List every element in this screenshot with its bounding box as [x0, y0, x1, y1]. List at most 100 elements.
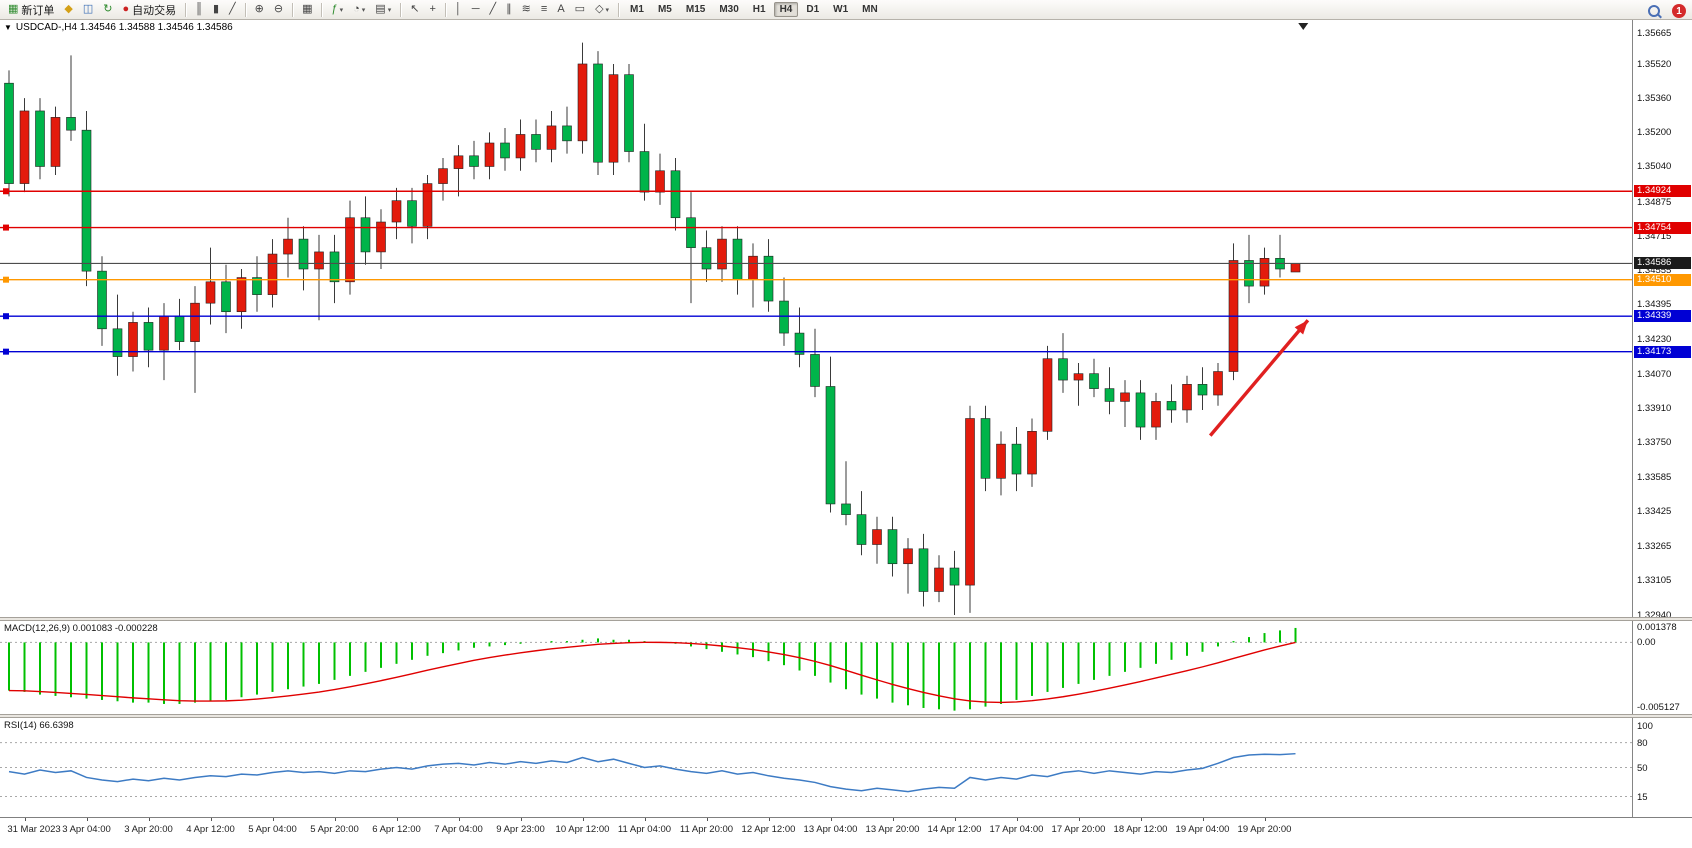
vertical-line-button[interactable]: │ — [451, 1, 466, 19]
time-axis-tick — [520, 818, 522, 821]
candle-body — [422, 183, 433, 227]
shapes-button[interactable]: ◇ ▾ — [591, 1, 613, 19]
macd-panel[interactable]: MACD(12,26,9) 0.001083 -0.000228 — [0, 621, 1632, 714]
tile-windows-button[interactable]: ▦ — [298, 1, 316, 19]
axis-tick-label: -0.005127 — [1637, 702, 1680, 713]
trendline-button[interactable]: ╱ — [486, 1, 501, 19]
toolbar-separator — [618, 2, 620, 17]
rsi-panel[interactable]: RSI(14) 66.6398 — [0, 718, 1632, 817]
candle-body — [81, 129, 92, 272]
text-label-button[interactable]: ▭ — [571, 1, 589, 19]
candle-body — [329, 251, 340, 283]
candle-body — [841, 503, 851, 515]
equidistant-channel-button[interactable]: ∥ — [502, 1, 516, 19]
periods-button[interactable]: ◔ ▾ — [349, 1, 369, 19]
mql5-market-button[interactable]: ◆ — [60, 1, 76, 19]
search-button[interactable] — [1644, 2, 1664, 20]
axis-tick-label: 80 — [1637, 737, 1648, 749]
fibonacci-button[interactable]: ≋ — [518, 1, 535, 19]
timeframe-w1-button[interactable]: W1 — [833, 4, 849, 15]
axis-tick-label: 1.33910 — [1637, 402, 1672, 414]
line-chart-icon: ╱ — [229, 3, 236, 15]
indicators-button[interactable]: ƒ ▾ — [327, 1, 347, 19]
candle-body — [190, 302, 200, 342]
templates-button[interactable]: ▤ ▾ — [371, 1, 395, 19]
axis-tick-label: 1.34070 — [1637, 368, 1672, 380]
candle-body — [980, 418, 991, 479]
candle-body — [624, 74, 634, 152]
notification-badge[interactable]: 1 — [1672, 4, 1686, 18]
candle-body — [500, 142, 510, 159]
text-button[interactable]: A — [553, 1, 568, 19]
refresh-button[interactable]: ↻ — [99, 1, 116, 19]
hline-handle — [3, 188, 9, 195]
axis-tick-label: 1.35200 — [1637, 127, 1672, 139]
vertical-line-icon: │ — [454, 3, 462, 15]
line-chart-button[interactable]: ╱ — [225, 1, 240, 19]
axis-tick-label: 0.00 — [1637, 637, 1656, 649]
price-chart[interactable]: ▼ USDCAD-,H4 1.34546 1.34588 1.34546 1.3… — [0, 20, 1632, 617]
toolbar-separator — [444, 2, 446, 17]
chart-shift-marker-icon[interactable] — [1298, 23, 1309, 30]
candle-body — [283, 238, 293, 255]
candle-body — [221, 281, 231, 313]
candle-body — [794, 332, 805, 355]
macd-axis[interactable]: 0.001378 0.00 -0.005127 — [1632, 621, 1692, 714]
timeframe-h4-button[interactable]: H4 — [773, 2, 799, 17]
auto-trading-button[interactable]: ● 自动交易 — [119, 1, 181, 19]
zoom-in-button[interactable]: ⊕ — [251, 1, 268, 19]
bar-chart-button[interactable]: ║ — [191, 1, 207, 19]
time-axis-tick — [334, 818, 336, 821]
axis-tick-label: 1.33265 — [1637, 540, 1672, 552]
candle-body — [1089, 373, 1099, 389]
price-axis[interactable]: 1.35665 1.35520 1.35360 1.35200 1.35040 1.348… — [1632, 20, 1692, 621]
timeframe-h1-button[interactable]: H1 — [752, 4, 766, 15]
candle-body — [903, 548, 913, 565]
cursor-button[interactable]: ↖ — [406, 1, 423, 19]
axis-tick-label: 50 — [1637, 762, 1648, 774]
toolbar-right: 1 — [1643, 2, 1686, 20]
rsi-axis[interactable]: 100 80 50 15 — [1632, 718, 1692, 817]
horizontal-line-button[interactable]: ─ — [468, 1, 484, 19]
toolbar-items: ▦ 新订单 ◆ ◫ ↻ ● 自动交易 ║ ▮ ╱ ⊕ ⊖ ▦ ƒ ▾ ◔ ▾ ▤ ▾ ↖ + │ ─ ╱ ∥ ≋ ≡ A ▭ ◇ ▾ — [3, 0, 623, 19]
timeframe-m1-button[interactable]: M1 — [630, 4, 644, 15]
candle-body — [376, 221, 386, 253]
hline-handle — [3, 276, 9, 283]
candle-body — [314, 251, 324, 270]
candle-body — [236, 277, 247, 313]
time-axis-label: 6 Apr 12:00 — [372, 824, 421, 835]
candle-body — [872, 529, 882, 545]
grid-button[interactable]: ≡ — [537, 1, 551, 19]
time-axis-label: 9 Apr 23:00 — [496, 824, 545, 835]
candle-body — [1259, 258, 1270, 287]
time-axis-tick — [1264, 818, 1266, 821]
time-axis[interactable]: 31 Mar 2023 3 Apr 04:00 3 Apr 20:00 4 Apr 1… — [0, 817, 1692, 848]
timeframe-m5-button[interactable]: M5 — [657, 4, 672, 15]
zoom-out-button[interactable]: ⊖ — [270, 1, 287, 19]
time-axis-tick — [272, 818, 274, 821]
candle-body — [35, 110, 45, 167]
hline-handle — [3, 224, 9, 231]
time-axis-label: 19 Apr 20:00 — [1237, 824, 1292, 835]
cursor-icon: ↖ — [410, 3, 420, 15]
price-level-tag: 1.34510 — [1634, 273, 1691, 286]
timeframe-mn-button[interactable]: MN — [862, 4, 878, 15]
candles-layer — [4, 42, 1301, 615]
main-toolbar: ▦ 新订单 ◆ ◫ ↻ ● 自动交易 ║ ▮ ╱ ⊕ ⊖ ▦ ƒ ▾ ◔ ▾ ▤ ▾ ↖ + │ ─ ╱ ∥ ≋ ≡ A ▭ ◇ ▾ M1 M… — [0, 0, 1692, 20]
crosshair-button[interactable]: + — [425, 1, 439, 19]
templates-icon: ▤ — [375, 3, 386, 15]
time-axis-label: 7 Apr 04:00 — [434, 824, 483, 835]
timeframe-m15-button[interactable]: M15 — [685, 4, 706, 15]
macd-panel-separator[interactable] — [0, 617, 1692, 621]
candle-body — [1213, 371, 1223, 396]
arrow-annotation[interactable] — [1208, 319, 1310, 437]
rsi-panel-separator[interactable] — [0, 714, 1692, 718]
time-axis-label: 31 Mar 2023 — [7, 824, 61, 835]
market-watch-button[interactable]: ◫ — [79, 1, 97, 19]
timeframe-m30-button[interactable]: M30 — [719, 4, 739, 15]
mql5-market-icon: ◆ — [64, 3, 73, 15]
timeframe-d1-button[interactable]: D1 — [806, 4, 820, 15]
new-order-button[interactable]: ▦ 新订单 — [4, 1, 58, 19]
candlestick-chart-button[interactable]: ▮ — [209, 1, 223, 19]
symbol-caret-icon[interactable]: ▼ — [4, 23, 12, 32]
